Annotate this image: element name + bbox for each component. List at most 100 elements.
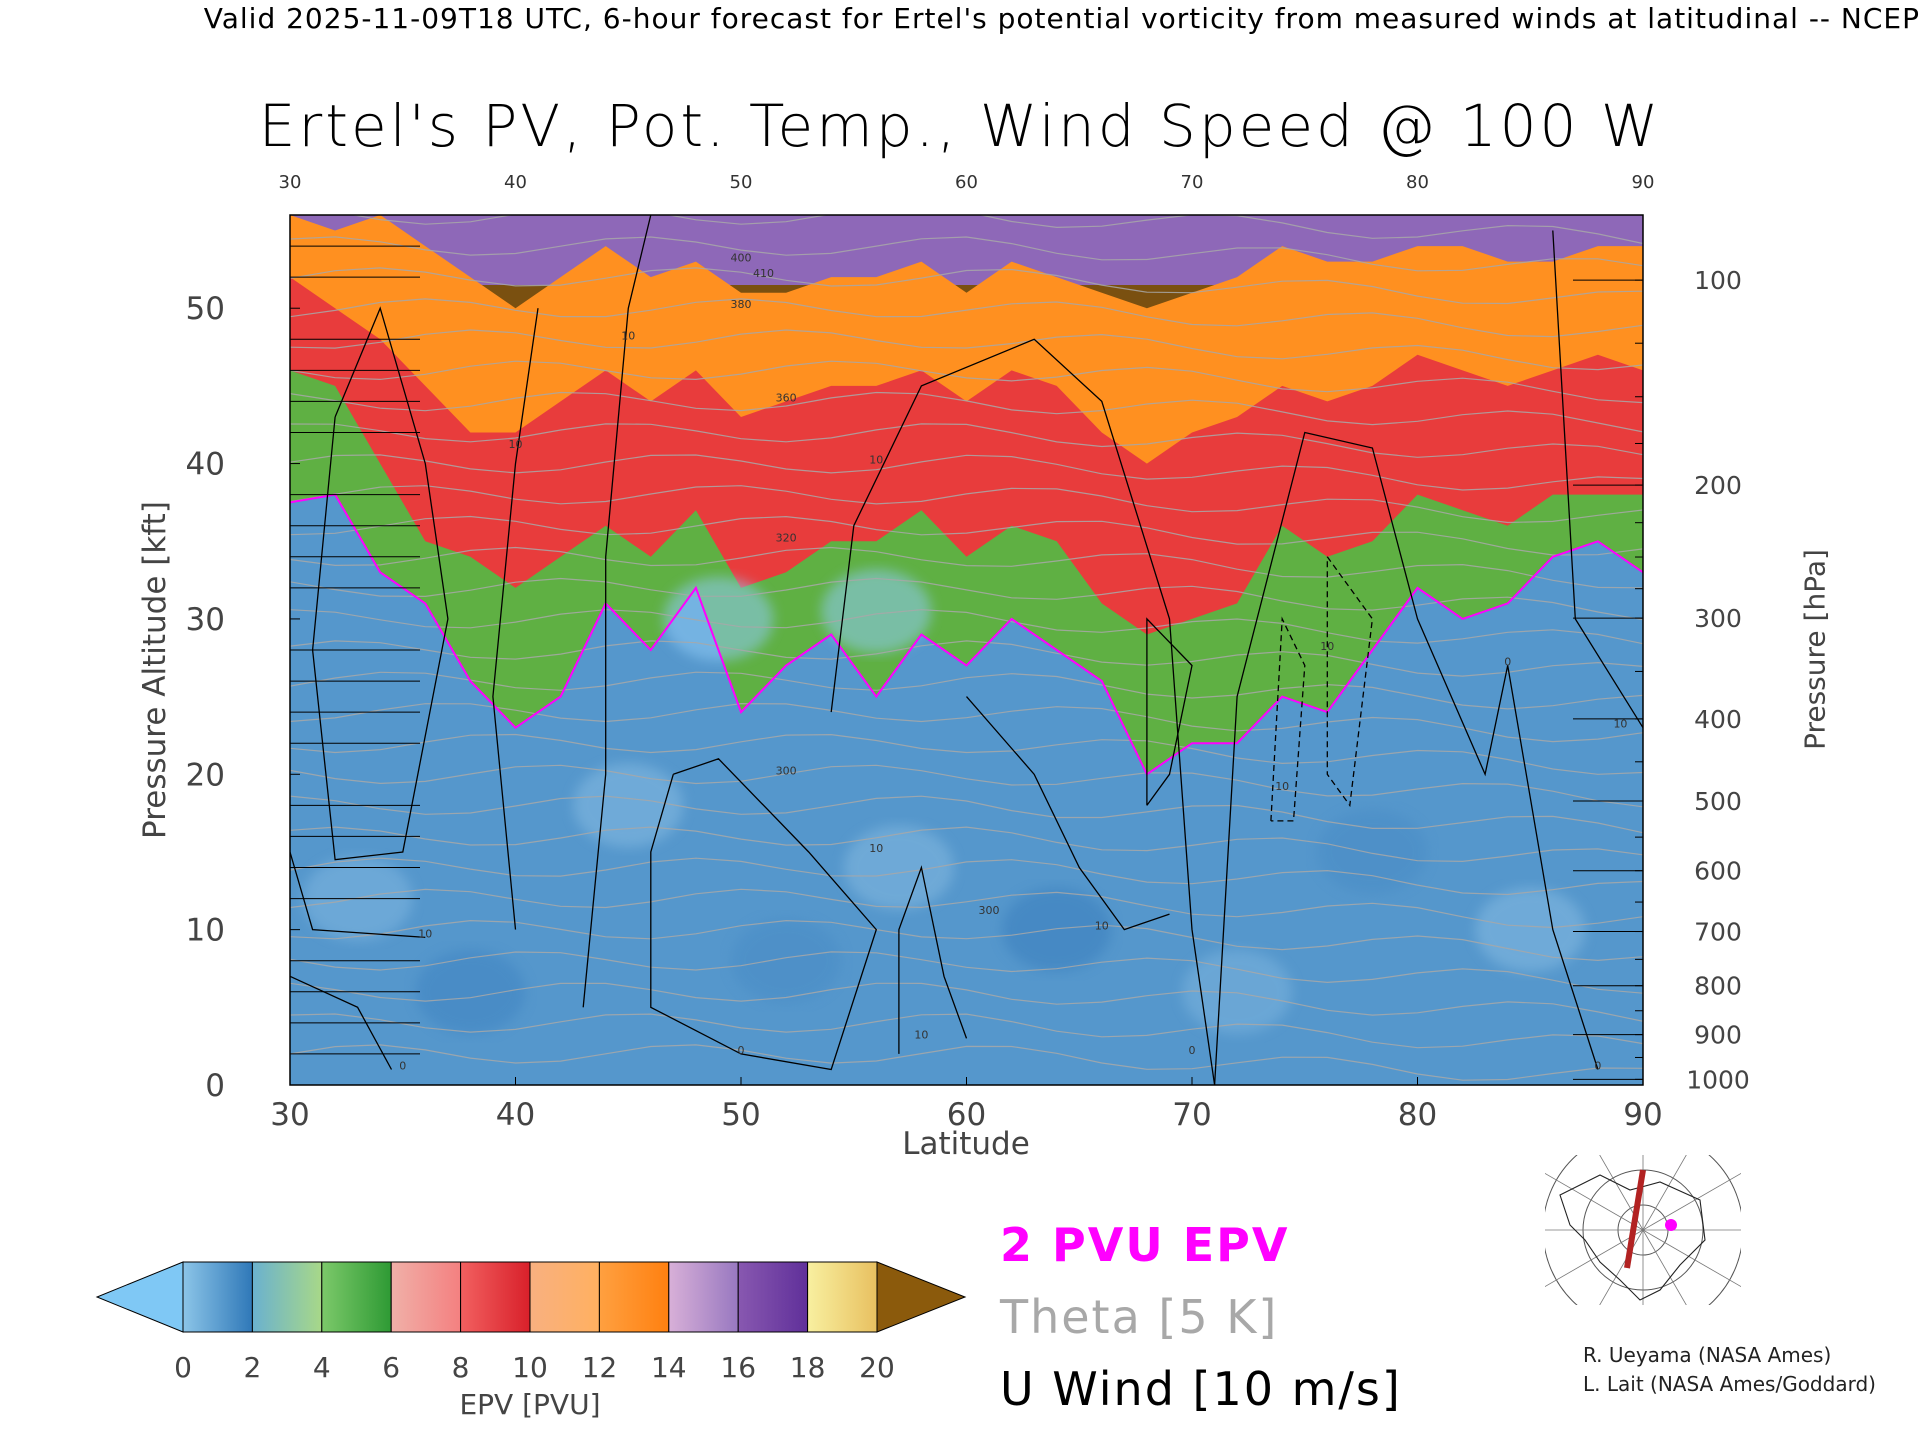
map-coastline (1559, 1174, 1706, 1301)
u-wind-contour (582, 215, 652, 1008)
y-tick-label: 50 (186, 291, 225, 327)
theta-contour (290, 1013, 1643, 1049)
x-tick-label: 90 (1623, 1097, 1662, 1133)
contour-label: 0 (1189, 1044, 1196, 1057)
colorbar-tick-label: 4 (313, 1351, 331, 1384)
x-tick-label: 40 (496, 1097, 535, 1133)
contour-lines: 0 10 10 10 0 10 10 10 0 0 0 10 10 10 10 300 300 320 360 380… (290, 215, 1643, 1085)
contour-label: 0 (1504, 656, 1511, 669)
theta-contour (290, 546, 1643, 589)
x-tick-label: 30 (270, 1097, 309, 1133)
theta-contour (290, 671, 1643, 710)
x-top-tick-label: 80 (1406, 172, 1429, 193)
chart-title: Ertel's PV, Pot. Temp., Wind Speed @ 100… (258, 92, 1662, 160)
u-wind-contour (492, 308, 539, 930)
contour-label: 380 (731, 298, 752, 311)
contour-label: 300 (776, 764, 797, 777)
forecast-banner: Valid 2025-11-09T18 UTC, 6-hour forecast… (203, 2, 1920, 35)
colorbar-tick-label: 6 (382, 1351, 400, 1384)
contour-label: 410 (753, 267, 774, 280)
u-wind-contour (290, 975, 393, 1070)
pressure-tick-label: 500 (1694, 787, 1742, 816)
theta-contour (290, 919, 1643, 962)
theta-contour (290, 485, 1643, 524)
colorbar-tick-label: 12 (582, 1351, 618, 1384)
u-wind-contour (650, 758, 878, 1071)
theta-contour (290, 951, 1643, 994)
theta-contour (290, 236, 1643, 272)
epv-2pvu-contour (290, 493, 1643, 776)
pv-blob (731, 918, 842, 1003)
contour-label: 10 (914, 1028, 928, 1041)
contour-label: 10 (1320, 640, 1334, 653)
theta-contour (290, 764, 1643, 808)
map-meridian (1642, 1155, 1687, 1231)
theta-contour (290, 888, 1643, 929)
contour-label: 0 (399, 1059, 406, 1072)
colorbar-bin (460, 1261, 531, 1333)
map-meridian (1642, 1229, 1741, 1288)
pv-blob (1475, 887, 1586, 972)
colorbar-tick-label: 16 (720, 1351, 756, 1384)
pressure-tick-label: 1000 (1686, 1065, 1750, 1094)
theta-contour (290, 640, 1643, 677)
pressure-tick-label: 900 (1694, 1021, 1742, 1050)
u-wind-contour (1326, 556, 1374, 808)
contour-label: 10 (621, 329, 635, 342)
pv-blob (1182, 949, 1293, 1034)
contour-label: 10 (1613, 718, 1627, 731)
contour-label: 400 (731, 252, 752, 265)
colorbar-tick-label: 18 (790, 1351, 826, 1384)
u-wind-contour (290, 851, 426, 939)
colorbar-label: EPV [PVU] (459, 1388, 601, 1421)
pressure-tick-label: 400 (1694, 705, 1742, 734)
u-wind-contour (1213, 431, 1599, 1085)
u-wind-contour (1146, 617, 1193, 806)
u-wind-contour (1270, 616, 1306, 822)
x-top-tick-label: 50 (730, 172, 753, 193)
colorbar-over-arrow (876, 1261, 967, 1333)
y-tick-label: 20 (186, 757, 225, 793)
x-top-tick-label: 90 (1632, 172, 1655, 193)
contour-label: 0 (1594, 1059, 1601, 1072)
pv-blob (415, 949, 526, 1034)
pv-blob (663, 576, 774, 661)
theta-contour (290, 391, 1643, 433)
colorbar-bin (529, 1261, 600, 1333)
credit-line-2: L. Lait (NASA Ames/Goddard) (1583, 1372, 1876, 1396)
contour-label: 320 (776, 531, 797, 544)
map-cross-section-line (1624, 1169, 1646, 1269)
x-top-tick-label: 60 (955, 172, 978, 193)
theta-contour (290, 515, 1643, 556)
u-wind-contour (1552, 230, 1643, 729)
y-tick-label: 40 (186, 447, 225, 483)
pressure-tick-label: 700 (1694, 918, 1742, 947)
colorbar-under-arrow (95, 1261, 184, 1333)
theta-contour (290, 298, 1643, 338)
pv-blob (573, 763, 684, 848)
contour-label: 0 (738, 1044, 745, 1057)
contour-label: 10 (1095, 920, 1109, 933)
map-location-marker (1665, 1219, 1677, 1231)
pressure-tick-label: 200 (1694, 471, 1742, 500)
x-top-tick-label: 30 (279, 172, 302, 193)
contour-label: 10 (418, 927, 432, 940)
theta-contour (290, 360, 1643, 404)
colorbar-bin (390, 1261, 462, 1333)
contour-label: 10 (869, 842, 883, 855)
colorbar-tick-label: 20 (859, 1351, 895, 1384)
u-wind-contour (311, 306, 449, 861)
theta-contour (290, 577, 1643, 621)
theta-contour (350, 215, 1643, 245)
y-tick-label: 10 (186, 913, 225, 949)
pressure-tick-label: 300 (1694, 604, 1742, 633)
x-top-tick-label: 40 (504, 172, 527, 193)
legend-uwind: U Wind [10 m/s] (1000, 1362, 1402, 1416)
x-tick-label: 70 (1172, 1097, 1211, 1133)
theta-contour (290, 857, 1643, 896)
u-wind-contour (966, 696, 1170, 931)
colorbar-tick-label: 0 (174, 1351, 192, 1384)
theta-contour (290, 267, 1643, 305)
